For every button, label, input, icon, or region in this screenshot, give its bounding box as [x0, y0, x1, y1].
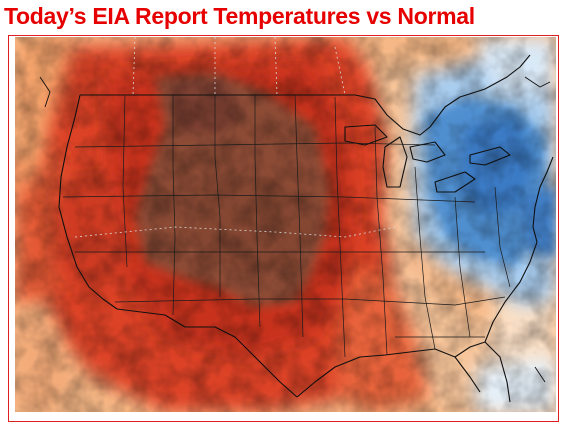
state-boundaries: [62, 94, 511, 358]
coastline-and-borders: [58, 54, 554, 403]
page-title: Today’s EIA Report Temperatures vs Norma…: [4, 3, 475, 29]
province-boundaries: [74, 37, 396, 238]
temperature-anomaly-map: [15, 37, 556, 412]
map-frame: [8, 35, 559, 422]
texture-overlay: [15, 37, 556, 412]
coastal-islands: [39, 76, 551, 383]
